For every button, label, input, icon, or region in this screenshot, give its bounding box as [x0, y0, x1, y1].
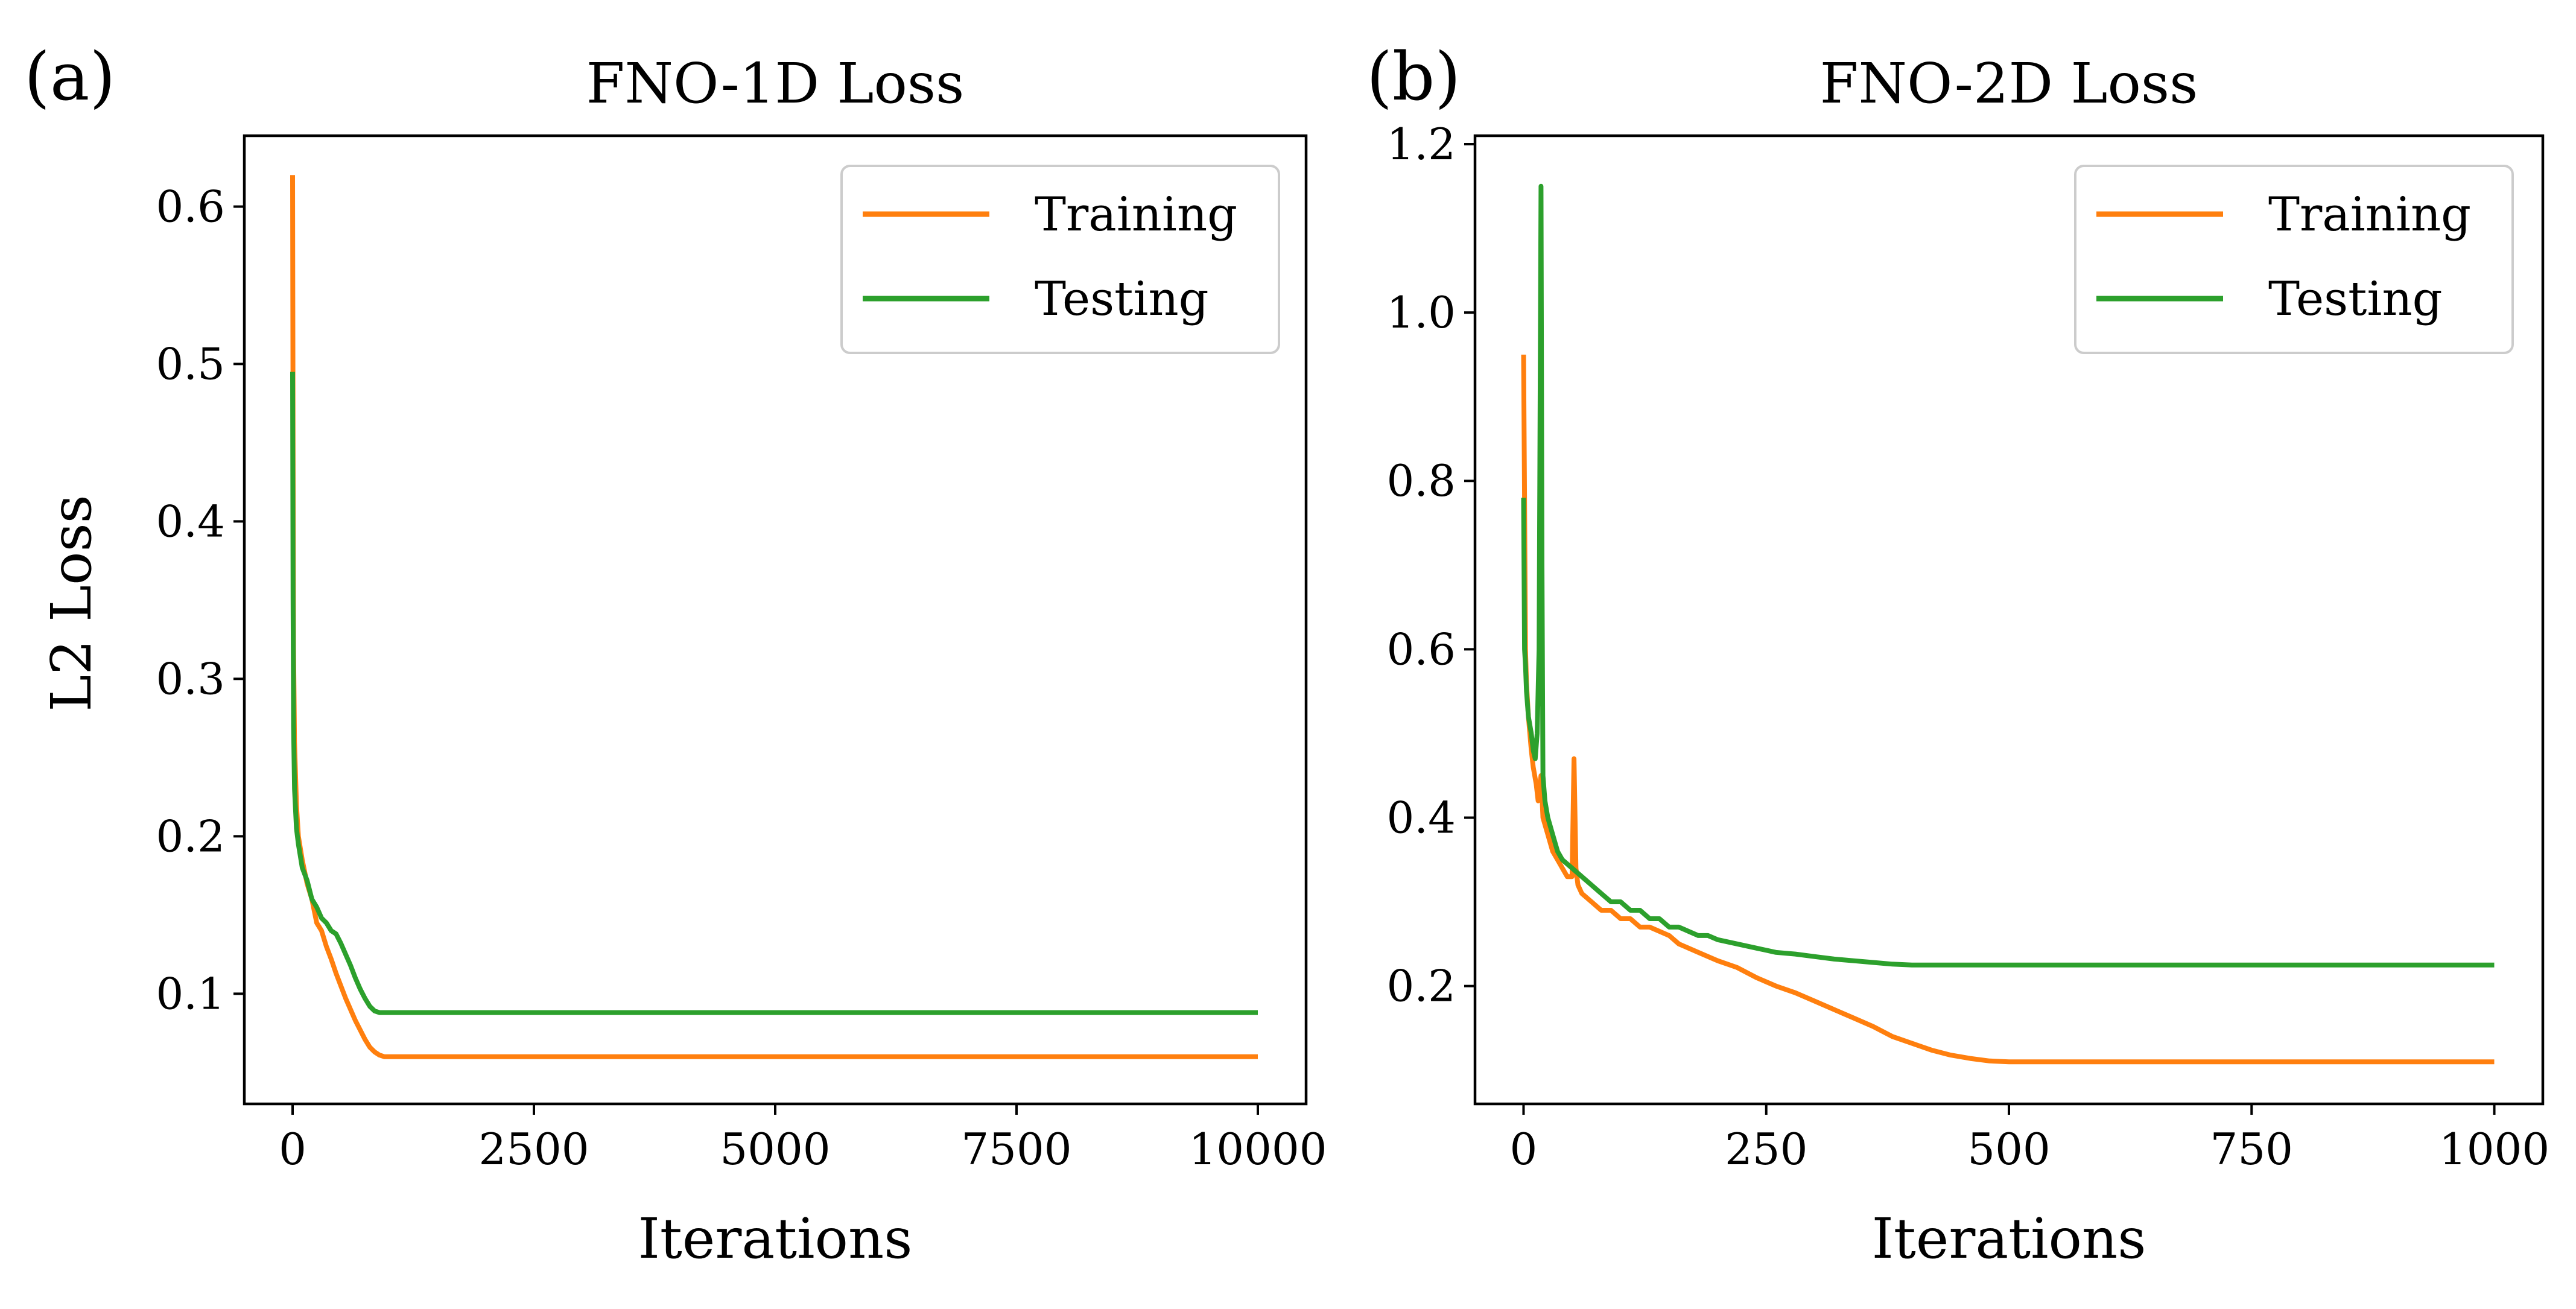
x-axis-label-b: Iterations: [1872, 1206, 2146, 1271]
y-tick-label: 1.2: [1386, 119, 1456, 170]
chart-title-a: FNO-1D Loss: [586, 51, 965, 116]
y-tick-label: 0.4: [1386, 792, 1456, 843]
panel-label-b: (b): [1366, 38, 1461, 115]
y-tick-label: 0.8: [1386, 455, 1456, 506]
y-ticks-b: 0.2 0.4 0.6 0.8 1.0 1.2: [1386, 119, 1475, 1012]
panel-a: (a) FNO-1D Loss Iterations L2 Loss 0 2500…: [24, 38, 1327, 1271]
y-tick-label: 0.3: [156, 653, 225, 704]
panel-label-a: (a): [24, 38, 115, 115]
legend-label-training-a: Training: [1035, 188, 1237, 242]
x-tick-label: 500: [1967, 1124, 2050, 1174]
legend-label-testing-a: Testing: [1035, 272, 1209, 326]
y-tick-label: 0.2: [156, 811, 225, 861]
x-tick-label: 250: [1725, 1124, 1807, 1174]
panel-b: (b) FNO-2D Loss Iterations 0 250 500 750 100…: [1366, 38, 2549, 1271]
x-tick-label: 0: [1510, 1124, 1538, 1174]
x-tick-label: 1000: [2439, 1124, 2549, 1174]
x-tick-label: 0: [279, 1124, 306, 1174]
x-tick-label: 750: [2210, 1124, 2293, 1174]
axes-frame-b: [1473, 134, 2545, 1106]
series-line-training-b: [1521, 354, 2495, 1065]
x-ticks-b: 0 250 500 750 1000: [1510, 1104, 2549, 1174]
y-tick-label: 0.6: [1386, 624, 1456, 674]
y-tick-label: 0.4: [156, 496, 225, 547]
y-tick-label: 0.1: [156, 968, 225, 1019]
x-tick-label: 5000: [720, 1124, 830, 1174]
x-tick-label: 7500: [961, 1124, 1071, 1174]
series-layer-a: [290, 175, 1258, 1059]
legend-b: Training Testing: [2074, 165, 2514, 354]
legend-label-testing-b: Testing: [2268, 272, 2443, 326]
y-ticks-a: 0.1 0.2 0.3 0.4 0.5 0.6: [156, 181, 244, 1019]
x-tick-label: 2500: [478, 1124, 589, 1174]
x-tick-label: 10000: [1188, 1124, 1327, 1174]
x-ticks-a: 0 2500 5000 7500 10000: [279, 1104, 1327, 1174]
y-tick-label: 0.6: [156, 181, 225, 232]
y-tick-label: 0.5: [156, 338, 225, 389]
series-line-testing-b: [1521, 183, 2495, 968]
axes-frame-a: [243, 134, 1308, 1106]
y-tick-label: 0.2: [1386, 961, 1456, 1012]
series-layer-b: [1521, 183, 2495, 1065]
series-line-testing-a: [290, 372, 1258, 1015]
legend-a: Training Testing: [840, 165, 1280, 354]
y-axis-label-a: L2 Loss: [39, 495, 104, 712]
legend-label-training-b: Training: [2268, 188, 2471, 242]
y-tick-label: 1.0: [1386, 287, 1456, 338]
x-axis-label-a: Iterations: [638, 1206, 913, 1271]
chart-title-b: FNO-2D Loss: [1820, 51, 2198, 116]
